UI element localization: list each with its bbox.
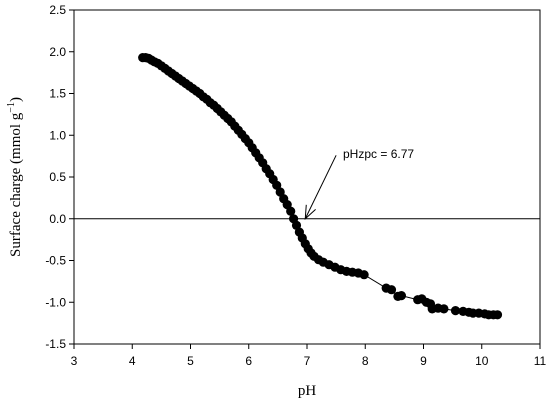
y-tick-label: -1.5 — [45, 337, 66, 351]
annotation-group: pHzpc = 6.77 — [304, 147, 414, 220]
x-tick-label: 6 — [245, 354, 252, 368]
y-axis-title-close: ) — [8, 97, 24, 102]
data-points — [138, 53, 503, 320]
x-tick-label: 9 — [420, 354, 427, 368]
x-tick-label: 4 — [129, 354, 136, 368]
x-axis-ticks: 3 4 5 6 7 8 9 10 11 — [71, 344, 547, 368]
data-point — [359, 270, 369, 280]
annotation-arrow-shaft — [304, 155, 337, 219]
y-tick-label: 2.0 — [49, 45, 66, 59]
data-point — [286, 206, 296, 216]
data-point — [439, 304, 449, 314]
y-tick-label: 0.5 — [49, 170, 66, 184]
y-tick-label: 2.5 — [49, 3, 66, 17]
y-tick-label: -1.0 — [45, 295, 66, 309]
annotation-arrowhead — [304, 204, 316, 220]
x-tick-label: 10 — [475, 354, 489, 368]
x-tick-label: 7 — [304, 354, 311, 368]
y-axis-title-superscript: −1 — [6, 102, 17, 113]
data-point — [492, 310, 503, 320]
x-tick-label: 3 — [71, 354, 78, 368]
y-axis-title-main: Surface charge (mmol g — [8, 112, 24, 257]
y-axis-ticks: -1.5 -1.0 -0.5 0.0 0.5 1.0 1.5 2.0 2.5 — [45, 3, 74, 351]
x-tick-label: 5 — [187, 354, 194, 368]
pHzpc-annotation-label: pHzpc = 6.77 — [343, 147, 414, 161]
y-tick-label: 1.5 — [49, 87, 66, 101]
data-point — [386, 285, 397, 295]
y-tick-label: 0.0 — [49, 212, 66, 226]
series-line — [142, 57, 498, 316]
x-tick-label: 11 — [534, 354, 547, 368]
x-tick-label: 8 — [362, 354, 369, 368]
data-point — [396, 291, 406, 301]
y-tick-label: 1.0 — [49, 128, 66, 142]
y-tick-label: -0.5 — [45, 254, 66, 268]
y-axis-title: Surface charge (mmol g−1) — [6, 97, 24, 257]
x-axis-title: pH — [298, 383, 317, 399]
data-point — [450, 306, 461, 316]
